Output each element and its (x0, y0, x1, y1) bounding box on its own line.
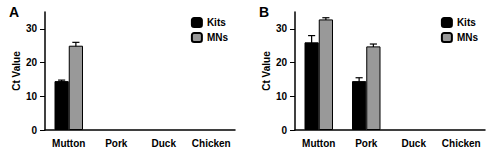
svg-text:Mutton: Mutton (52, 138, 85, 149)
svg-text:MNs: MNs (457, 32, 479, 43)
svg-text:Duck: Duck (152, 138, 177, 149)
svg-text:0: 0 (281, 125, 287, 136)
svg-text:30: 30 (26, 23, 38, 34)
svg-text:Mutton: Mutton (302, 138, 335, 149)
svg-text:30: 30 (276, 23, 288, 34)
svg-text:MNs: MNs (207, 32, 229, 43)
svg-text:10: 10 (26, 91, 38, 102)
svg-text:0: 0 (31, 125, 37, 136)
svg-text:A: A (9, 4, 19, 20)
svg-text:20: 20 (276, 57, 288, 68)
svg-text:Pork: Pork (105, 138, 128, 149)
svg-text:Kits: Kits (207, 17, 226, 28)
svg-text:B: B (259, 4, 269, 20)
svg-text:Ct Value: Ct Value (11, 51, 22, 91)
svg-text:20: 20 (26, 57, 38, 68)
svg-text:Pork: Pork (355, 138, 378, 149)
svg-text:Chicken: Chicken (192, 138, 231, 149)
svg-text:Kits: Kits (457, 17, 476, 28)
svg-text:10: 10 (276, 91, 288, 102)
svg-text:Duck: Duck (402, 138, 427, 149)
svg-text:Ct Value: Ct Value (261, 51, 272, 91)
svg-text:Chicken: Chicken (442, 138, 481, 149)
